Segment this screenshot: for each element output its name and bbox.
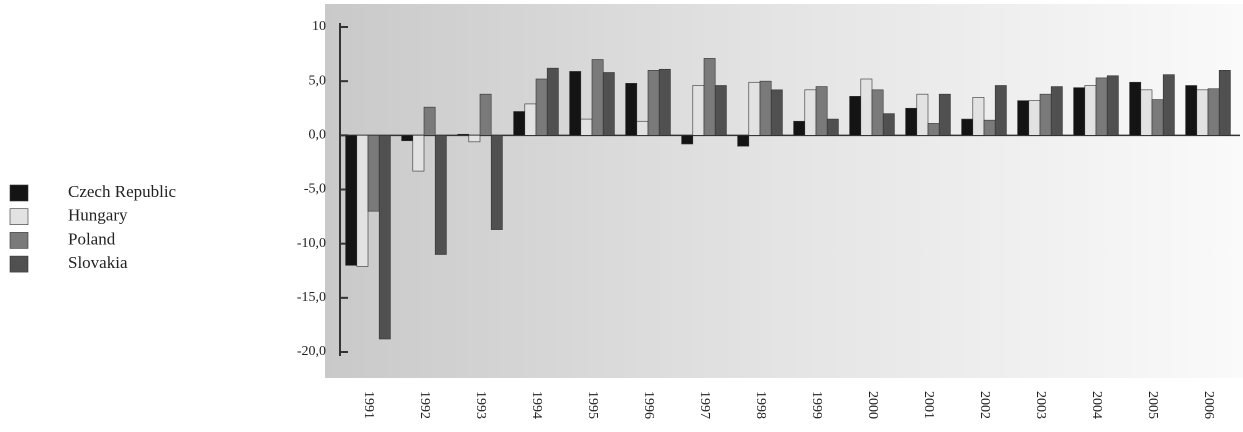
bar: [378, 135, 391, 340]
bar: [1162, 74, 1175, 136]
bar: [524, 103, 537, 136]
bar: [636, 120, 649, 136]
bar: [972, 97, 985, 136]
bar: [1207, 88, 1220, 136]
bar: [681, 135, 694, 145]
bar: [546, 67, 559, 136]
legend-swatch: [9, 255, 29, 273]
bar: [871, 89, 884, 136]
bar: [1106, 75, 1119, 136]
bar: [1196, 89, 1209, 136]
x-tick-label: 1991: [361, 391, 376, 419]
bar: [826, 118, 839, 136]
bar: [535, 78, 548, 136]
x-tick-label: 2001: [921, 391, 936, 419]
bar: [1017, 100, 1030, 136]
bar: [1151, 99, 1164, 136]
bar: [793, 120, 806, 136]
bar: [703, 58, 716, 136]
bar: [1050, 86, 1063, 136]
legend-swatch: [9, 232, 29, 249]
legend-swatch: [9, 208, 29, 225]
x-tick-label: 2000: [865, 391, 880, 419]
bar: [882, 113, 895, 136]
plot-background: [325, 4, 1243, 378]
x-tick-label: 1993: [473, 391, 488, 419]
bar: [815, 86, 828, 136]
x-tick-label: 2005: [1145, 391, 1160, 419]
bar: [961, 118, 974, 136]
bar: [692, 85, 705, 136]
bar: [770, 89, 783, 136]
legend-label: Czech Republic: [68, 182, 177, 201]
bar: [1129, 81, 1142, 136]
legend-label: Slovakia: [68, 253, 128, 272]
y-tick-label: -5,0: [304, 182, 326, 197]
bar: [737, 135, 750, 147]
y-tick-label: -15,0: [297, 290, 326, 305]
x-tick-label: 2003: [1033, 391, 1048, 419]
bar: [423, 106, 436, 136]
bar: [1073, 87, 1086, 136]
bar: [860, 78, 873, 136]
x-tick-label: 1996: [641, 391, 656, 419]
bar: [490, 135, 503, 230]
bar: [479, 93, 492, 136]
bar: [804, 89, 817, 136]
bar: [412, 135, 425, 172]
x-tick-label: 2004: [1089, 391, 1104, 419]
y-tick-label: 10: [312, 19, 326, 34]
bar: [580, 118, 593, 136]
x-tick-label: 2002: [977, 391, 992, 419]
y-tick-label: -10,0: [297, 236, 326, 251]
bar: [927, 123, 940, 136]
bar: [356, 135, 369, 267]
bar: [916, 93, 929, 136]
bar: [658, 68, 671, 136]
x-tick-label: 1992: [417, 391, 432, 419]
bar: [1185, 85, 1198, 136]
bar: [513, 111, 526, 136]
bar: [905, 107, 918, 136]
x-tick-label: 1998: [753, 391, 768, 419]
bar: [401, 135, 414, 142]
bar: [625, 83, 638, 136]
bar: [748, 81, 761, 136]
y-tick-label: -20,0: [297, 344, 326, 359]
x-tick-label: 2006: [1201, 391, 1216, 419]
x-tick-label: 1994: [529, 391, 544, 419]
bar: [1095, 77, 1108, 136]
y-tick-label: 5,0: [309, 73, 327, 88]
bar: [1084, 85, 1097, 136]
bar: [468, 135, 481, 143]
x-tick-label: 1997: [697, 391, 712, 419]
legend-label: Poland: [68, 229, 116, 248]
bar: [457, 133, 470, 136]
bar: [434, 135, 447, 255]
legend-swatch: [9, 184, 29, 202]
bar: [938, 93, 951, 136]
bar: [1039, 93, 1052, 136]
bar: [1140, 89, 1153, 136]
bar: [983, 119, 996, 136]
bar: [367, 135, 380, 212]
bar: [591, 59, 604, 136]
bar: [849, 96, 862, 136]
bar: [994, 85, 1007, 136]
x-tick-label: 1995: [585, 391, 600, 419]
bar: [569, 71, 582, 136]
bar: [714, 85, 727, 136]
bar: [602, 72, 615, 136]
x-tick-label: 1999: [809, 391, 824, 419]
bar: [345, 135, 358, 266]
bar: [647, 70, 660, 136]
legend-label: Hungary: [68, 206, 128, 225]
y-tick-label: 0,0: [309, 128, 327, 143]
bar: [1028, 100, 1041, 136]
bar: [1218, 70, 1231, 136]
bar: [759, 80, 772, 136]
